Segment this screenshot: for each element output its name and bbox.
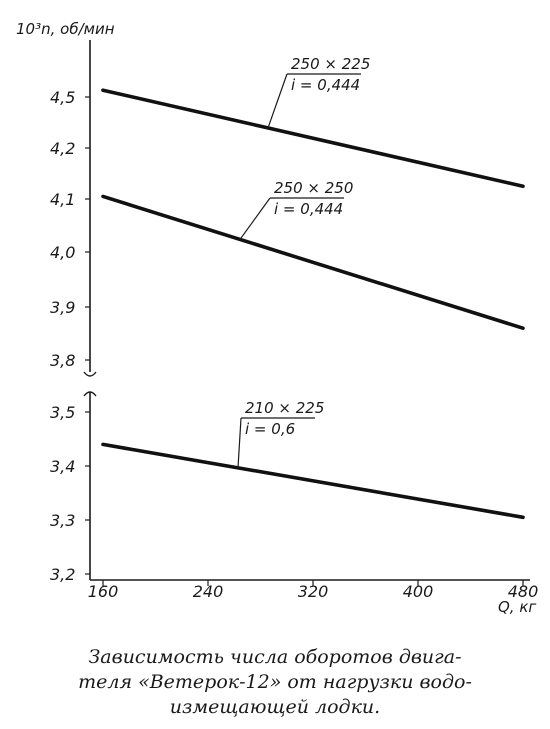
x-tick-label: 400: [403, 582, 434, 601]
leader-line-2: [239, 197, 271, 240]
y-tick-label-lower: 3,2: [50, 565, 75, 584]
series-line-1: [101, 88, 525, 189]
axis-break-upper: [83, 371, 97, 377]
leader-line-1: [267, 73, 288, 129]
caption-line-1: Зависимость числа оборотов двига-: [88, 646, 462, 668]
series-label-2-line2: i = 0,444: [274, 200, 343, 218]
axes: [83, 40, 530, 581]
y-tick-label-upper: 4,1: [50, 190, 75, 209]
series-label-3-line1: 210 × 225: [245, 399, 324, 417]
y-tick-label-upper: 3,8: [50, 351, 75, 370]
series-lines: [101, 88, 525, 520]
y-tick-label-lower: 3,3: [50, 511, 75, 530]
series-line-3: [101, 442, 525, 520]
x-tick-label: 240: [193, 582, 224, 601]
x-tick-label: 480: [508, 582, 539, 601]
y-axis-label: 10³n, об/мин: [16, 20, 115, 38]
x-tick-label: 160: [88, 582, 119, 601]
series-label-3-line2: i = 0,6: [245, 420, 295, 438]
y-tick-label-upper: 4,0: [50, 243, 75, 262]
leader-line-3: [237, 417, 242, 468]
series-line-2: [101, 194, 525, 331]
series-label-1-line1: 250 × 225: [291, 55, 370, 73]
chart: 4,5 4,2 4,1 4,0 3,9 3,8 3,5 3,4 3,3 3,2 160 240 320 4…: [50, 40, 538, 616]
y-tick-label-upper: 3,9: [50, 298, 75, 317]
ticks: 4,5 4,2 4,1 4,0 3,9 3,8 3,5 3,4 3,3 3,2 160 240 320 4…: [50, 88, 538, 601]
figure-caption: Зависимость числа оборотов двига- теля «…: [0, 645, 550, 720]
series-labels: 250 × 225 i = 0,444 250 × 250 i = 0,444 210 …: [237, 55, 370, 468]
x-tick-label: 320: [298, 582, 329, 601]
y-tick-label-lower: 3,5: [50, 403, 75, 422]
y-tick-label-upper: 4,2: [50, 139, 75, 158]
x-axis-label: Q, кг: [498, 598, 536, 616]
y-tick-label-upper: 4,5: [50, 88, 75, 107]
series-label-2-line1: 250 × 250: [274, 179, 353, 197]
caption-line-2: теля «Ветерок-12» от нагрузки водо-: [78, 671, 472, 693]
caption-line-3: измещающей лодки.: [169, 696, 381, 718]
y-tick-label-lower: 3,4: [50, 457, 75, 476]
series-label-1-line2: i = 0,444: [291, 76, 360, 94]
